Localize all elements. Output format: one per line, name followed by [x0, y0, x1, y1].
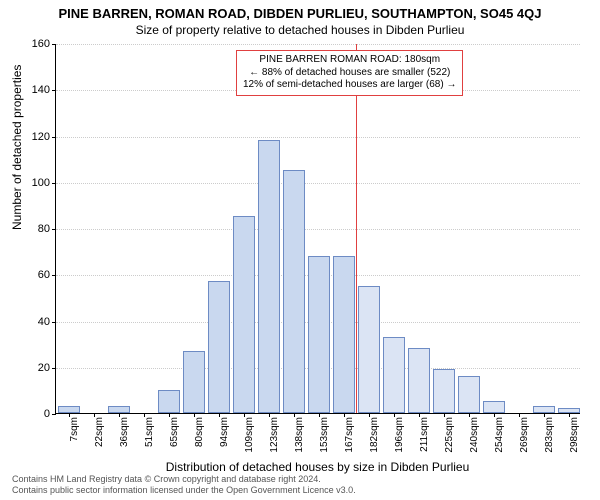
ytick-label: 0 — [44, 408, 56, 420]
xtick-label: 123sqm — [269, 417, 280, 453]
ytick-label: 140 — [32, 84, 56, 96]
xtick-label: 138sqm — [294, 417, 305, 453]
bar — [208, 281, 230, 413]
bar — [383, 337, 405, 413]
xtick-label: 269sqm — [519, 417, 530, 453]
y-axis-label: Number of detached properties — [10, 65, 24, 230]
annotation-box: PINE BARREN ROMAN ROAD: 180sqm← 88% of d… — [236, 50, 463, 96]
xtick-label: 22sqm — [94, 417, 105, 447]
ytick-label: 60 — [38, 269, 56, 281]
gridline — [56, 44, 580, 45]
gridline — [56, 137, 580, 138]
bar — [158, 390, 180, 413]
bar — [483, 401, 505, 413]
xtick-label: 36sqm — [119, 417, 130, 447]
footer-line-2: Contains public sector information licen… — [12, 485, 356, 496]
xtick-label: 254sqm — [494, 417, 505, 453]
xtick-label: 298sqm — [569, 417, 580, 453]
annotation-line: ← 88% of detached houses are smaller (52… — [243, 67, 456, 80]
xtick-label: 51sqm — [144, 417, 155, 447]
bar — [408, 348, 430, 413]
bar — [533, 406, 555, 413]
xtick-label: 65sqm — [169, 417, 180, 447]
xtick-label: 283sqm — [544, 417, 555, 453]
bar — [433, 369, 455, 413]
footer-line-1: Contains HM Land Registry data © Crown c… — [12, 474, 356, 485]
bar — [58, 406, 80, 413]
ytick-label: 40 — [38, 316, 56, 328]
bar — [283, 170, 305, 413]
x-axis-label: Distribution of detached houses by size … — [55, 460, 580, 474]
bar — [183, 351, 205, 413]
marker-line — [356, 44, 357, 413]
xtick-label: 196sqm — [394, 417, 405, 453]
ytick-label: 80 — [38, 223, 56, 235]
ytick-label: 160 — [32, 38, 56, 50]
xtick-label: 80sqm — [194, 417, 205, 447]
title-sub: Size of property relative to detached ho… — [0, 21, 600, 37]
annotation-line: 12% of semi-detached houses are larger (… — [243, 79, 456, 92]
ytick-label: 20 — [38, 362, 56, 374]
bar — [258, 140, 280, 413]
xtick-label: 7sqm — [69, 417, 80, 441]
bar — [333, 256, 355, 413]
bar — [108, 406, 130, 413]
xtick-label: 109sqm — [244, 417, 255, 453]
xtick-label: 211sqm — [419, 417, 430, 452]
gridline — [56, 183, 580, 184]
bar — [233, 216, 255, 413]
ytick-label: 100 — [32, 177, 56, 189]
gridline — [56, 229, 580, 230]
plot-region: 0204060801001201401607sqm22sqm36sqm51sqm… — [55, 44, 580, 414]
title-main: PINE BARREN, ROMAN ROAD, DIBDEN PURLIEU,… — [0, 0, 600, 21]
xtick-label: 153sqm — [319, 417, 330, 453]
xtick-label: 167sqm — [344, 417, 355, 453]
bar — [308, 256, 330, 413]
xtick-label: 240sqm — [469, 417, 480, 453]
chart-area: 0204060801001201401607sqm22sqm36sqm51sqm… — [55, 44, 580, 414]
chart-container: PINE BARREN, ROMAN ROAD, DIBDEN PURLIEU,… — [0, 0, 600, 500]
bar — [458, 376, 480, 413]
xtick-label: 94sqm — [219, 417, 230, 447]
xtick-label: 225sqm — [444, 417, 455, 453]
xtick-label: 182sqm — [369, 417, 380, 453]
footer-attribution: Contains HM Land Registry data © Crown c… — [12, 474, 356, 496]
bar — [358, 286, 380, 413]
annotation-line: PINE BARREN ROMAN ROAD: 180sqm — [243, 54, 456, 67]
ytick-label: 120 — [32, 131, 56, 143]
